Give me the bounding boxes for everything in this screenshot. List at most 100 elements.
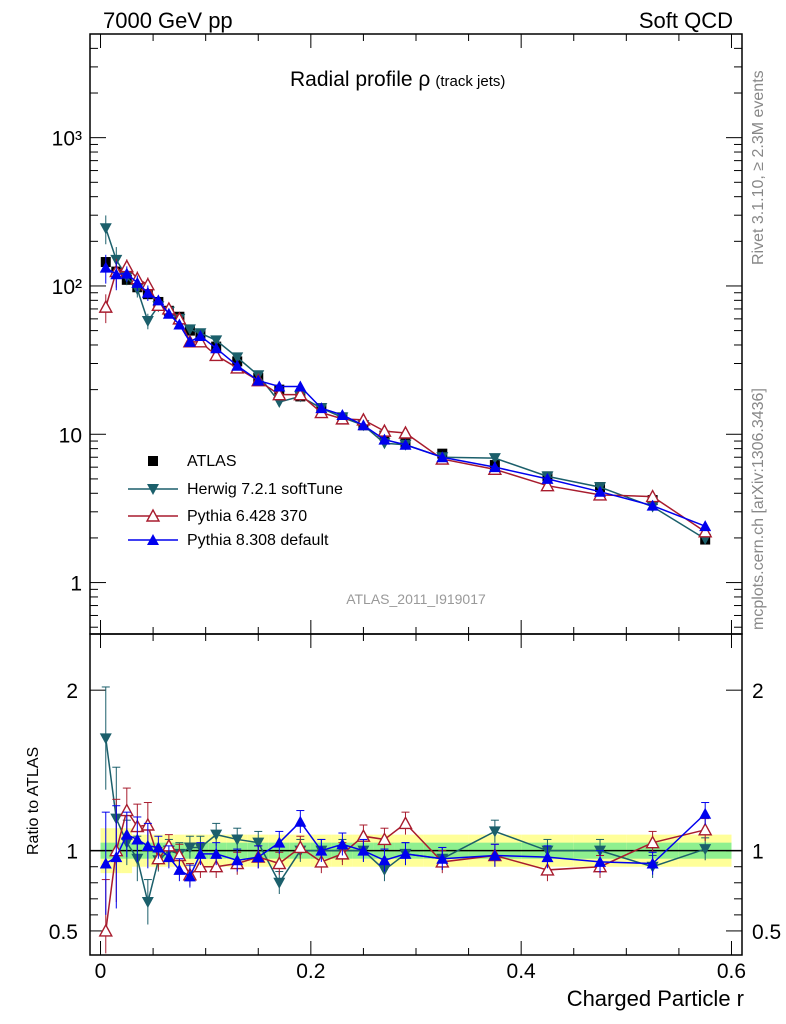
data-point xyxy=(378,433,391,445)
data-point xyxy=(147,534,159,545)
ratio-y-tick-label-right: 2 xyxy=(752,680,764,703)
data-point xyxy=(99,733,112,745)
data-point xyxy=(699,844,712,856)
watermark: ATLAS_2011_I919017 xyxy=(346,591,486,607)
y-tick-label: 10² xyxy=(52,276,82,299)
data-point xyxy=(315,844,328,856)
x-axis-label: Charged Particle r xyxy=(567,986,744,1011)
ratio-y-tick-label-right: 0.5 xyxy=(752,921,781,944)
data-point xyxy=(148,456,158,466)
rivet-label: Rivet 3.1.10, ≥ 2.3M events xyxy=(750,70,767,265)
data-point xyxy=(209,347,224,362)
data-point xyxy=(252,851,265,863)
data-point xyxy=(110,851,123,863)
ratio-y-tick-label-right: 1 xyxy=(752,841,764,864)
x-tick-label: 0.6 xyxy=(717,960,746,983)
data-point xyxy=(141,897,154,909)
data-point xyxy=(210,342,223,354)
data-point xyxy=(173,863,186,875)
data-point xyxy=(698,524,713,538)
x-tick-label: 0.2 xyxy=(296,960,325,983)
data-point xyxy=(145,508,161,522)
data-point xyxy=(398,425,413,439)
legend-label: Herwig 7.2.1 softTune xyxy=(187,481,343,498)
data-point xyxy=(120,267,133,279)
axes: 0 0.2 0.4 0.6 1 10 10² 10³ 0.5 0.5 1 1 2 2 xyxy=(49,33,781,983)
data-point xyxy=(646,857,659,869)
data-point xyxy=(272,387,287,401)
data-point xyxy=(120,828,133,840)
ratio-series-line xyxy=(105,738,706,903)
data-point xyxy=(99,261,112,273)
data-point xyxy=(488,453,501,465)
data-point xyxy=(488,849,501,861)
data-point xyxy=(141,316,154,328)
mcplots-label: mcplots.cern.ch [arXiv:1306.3436] xyxy=(750,388,767,630)
data-point xyxy=(131,833,144,845)
data-point xyxy=(252,837,265,849)
data-point xyxy=(98,299,113,313)
plot-title-rho: ρ xyxy=(418,68,430,91)
y-tick-label: 10 xyxy=(59,424,82,447)
ratio-series-0 xyxy=(99,686,712,925)
data-point xyxy=(210,847,223,859)
data-point xyxy=(173,318,186,330)
x-tick-label: 0 xyxy=(95,960,107,983)
data-point xyxy=(357,419,370,431)
data-point xyxy=(541,472,554,484)
data-point xyxy=(273,380,286,392)
legend: ATLAS Herwig 7.2.1 softTune Pythia 6.428 3… xyxy=(128,453,343,549)
data-point xyxy=(336,408,349,420)
data-point xyxy=(183,335,196,347)
ratio-y-tick-label: 2 xyxy=(66,680,78,703)
plot-title: Radial profile ρ (track jets) xyxy=(290,68,505,91)
y-tick-label: 1 xyxy=(70,573,82,596)
data-point xyxy=(183,870,196,882)
data-point xyxy=(294,380,307,392)
data-point xyxy=(231,352,244,364)
data-point xyxy=(645,835,660,849)
ratio-frame xyxy=(89,633,743,956)
data-point xyxy=(99,857,112,869)
data-point xyxy=(357,844,370,856)
data-point xyxy=(99,223,112,235)
header-left: 7000 GeV pp xyxy=(103,8,233,33)
data-point xyxy=(110,268,123,280)
legend-label: Pythia 6.428 370 xyxy=(187,508,307,525)
plot-title-main: Radial profile xyxy=(290,68,418,91)
data-point xyxy=(273,836,286,848)
data-point xyxy=(377,831,392,846)
data-point xyxy=(488,826,501,838)
ratio-y-tick-label: 0.5 xyxy=(49,921,78,944)
data-point xyxy=(231,359,244,371)
data-point xyxy=(98,923,113,937)
data-point xyxy=(336,838,349,850)
data-point xyxy=(209,859,224,873)
ratio-series-1 xyxy=(98,787,713,954)
data-point xyxy=(293,387,308,401)
series-0 xyxy=(100,257,711,545)
data-point xyxy=(699,807,712,819)
data-point xyxy=(399,438,412,450)
legend-item: Pythia 6.428 370 xyxy=(128,508,307,525)
data-point xyxy=(194,847,207,859)
data-point xyxy=(252,374,265,386)
data-point xyxy=(399,847,412,859)
data-point xyxy=(231,854,244,866)
legend-item: Herwig 7.2.1 softTune xyxy=(128,481,343,498)
data-point xyxy=(594,485,607,497)
legend-label: ATLAS xyxy=(187,453,237,470)
data-point xyxy=(183,842,196,854)
data-point xyxy=(315,402,328,414)
data-point xyxy=(488,461,501,473)
data-point xyxy=(131,276,144,288)
plot-title-sub: (track jets) xyxy=(435,73,505,90)
data-point xyxy=(152,841,165,853)
data-point xyxy=(646,499,659,511)
data-point xyxy=(193,859,208,873)
ratio-series-2 xyxy=(99,802,712,915)
data-point xyxy=(541,851,554,863)
data-layer xyxy=(98,215,713,954)
data-point xyxy=(147,484,159,495)
data-point xyxy=(162,851,175,863)
